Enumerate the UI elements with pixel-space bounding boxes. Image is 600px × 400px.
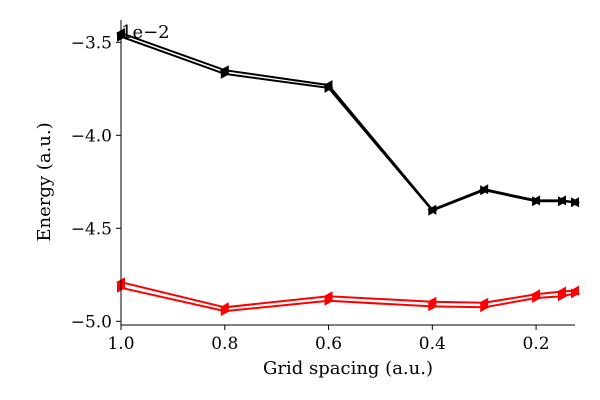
x-axis-title: Grid spacing (a.u.) bbox=[263, 358, 433, 379]
series-layer bbox=[116, 28, 580, 317]
series-1-point bbox=[323, 80, 333, 91]
series-3-point bbox=[479, 297, 489, 308]
y-tick-label: −4.5 bbox=[71, 219, 112, 239]
series-1-point bbox=[531, 195, 541, 206]
y-tick-label: −3.5 bbox=[71, 33, 112, 53]
tick-layer: 1.0 0.8 0.6 0.4 0.2 −5.0 −4.5 −4.0 −3.5 bbox=[71, 33, 550, 354]
series-2-point bbox=[480, 302, 490, 313]
x-tick-label: 0.6 bbox=[315, 334, 342, 354]
series-3-point bbox=[219, 302, 229, 313]
x-tick-label: 0.2 bbox=[523, 334, 550, 354]
series-1-point bbox=[479, 184, 489, 195]
series-1-line bbox=[120, 32, 576, 211]
series-2-point bbox=[428, 301, 438, 312]
series-1-point bbox=[219, 65, 229, 76]
series-3-point bbox=[427, 296, 437, 307]
series-3-point bbox=[531, 289, 541, 300]
series-3-point bbox=[570, 285, 579, 296]
series-1-point bbox=[427, 204, 437, 215]
x-tick-label: 1.0 bbox=[107, 334, 134, 354]
series-3 bbox=[116, 277, 579, 313]
series-3-line bbox=[120, 281, 576, 309]
series-1-point bbox=[557, 195, 566, 206]
x-tick-label: 0.8 bbox=[211, 334, 238, 354]
x-tick-label: 0.4 bbox=[419, 334, 446, 354]
y-tick-label: −4.0 bbox=[71, 126, 112, 146]
series-2 bbox=[117, 282, 580, 317]
series-2-point bbox=[324, 295, 334, 306]
series-0-line bbox=[120, 35, 576, 212]
y-tick-label: −5.0 bbox=[71, 312, 112, 332]
series-0 bbox=[117, 31, 580, 216]
series-1 bbox=[116, 28, 579, 215]
series-2-line bbox=[120, 286, 576, 313]
series-3-point bbox=[557, 286, 566, 297]
y-axis-title: Energy (a.u.) bbox=[34, 122, 55, 241]
series-3-point bbox=[323, 291, 333, 302]
y-offset-label: 1e−2 bbox=[121, 22, 170, 43]
series-1-point bbox=[570, 197, 579, 208]
series-2-point bbox=[558, 291, 567, 302]
